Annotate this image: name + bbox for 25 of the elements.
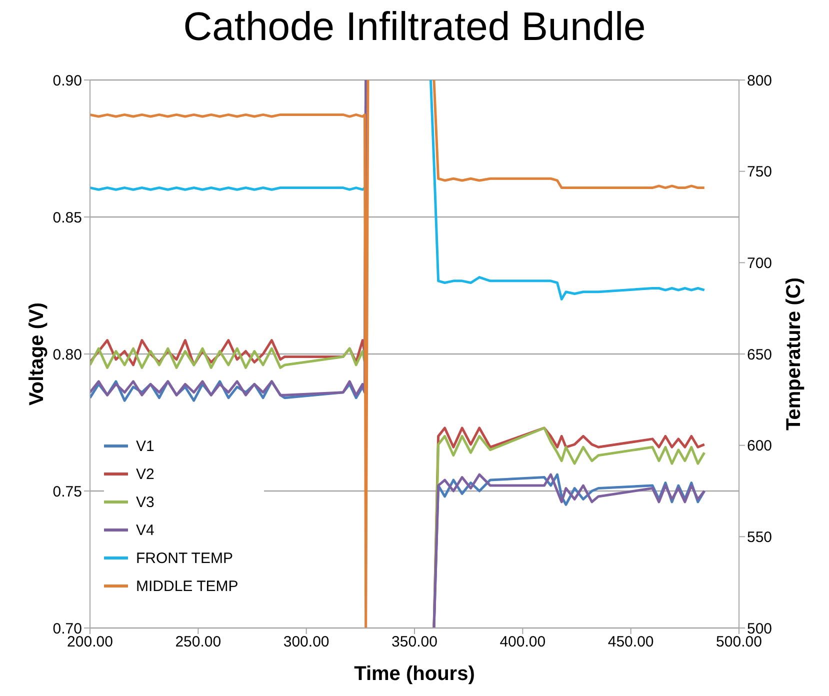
- y-tick-label: 0.80: [52, 346, 82, 364]
- y-axis-title: Voltage (V): [26, 302, 48, 406]
- x-tick-label: 400.00: [500, 634, 546, 651]
- x-axis-title: Time (hours): [354, 663, 475, 685]
- legend-label: V1: [136, 438, 154, 454]
- x-tick-label: 350.00: [392, 634, 438, 651]
- legend-label: V4: [136, 522, 154, 538]
- legend-label: MIDDLE TEMP: [136, 578, 238, 594]
- y-tick-label: 0.85: [52, 209, 82, 226]
- legend-label: V2: [136, 466, 154, 482]
- y2-tick-label: 750: [747, 164, 772, 181]
- y2-axis-title: Temperature (C): [783, 278, 806, 430]
- chart-title: Cathode Infiltrated Bundle: [182, 4, 647, 51]
- x-tick-label: 300.00: [283, 634, 330, 651]
- y2-tick-label: 800: [747, 72, 772, 90]
- x-tick-label: 450.00: [608, 634, 654, 651]
- legend-label: V3: [136, 494, 154, 510]
- y2-tick-label: 550: [747, 528, 772, 546]
- y-tick-label: 0.75: [52, 483, 82, 500]
- y2-tick-label: 650: [747, 346, 772, 364]
- y2-tick-label: 700: [747, 254, 772, 272]
- y-tick-label: 0.90: [52, 72, 82, 90]
- y2-tick-label: 600: [747, 438, 772, 455]
- x-tick-label: 250.00: [175, 634, 222, 651]
- legend-label: FRONT TEMP: [136, 550, 233, 566]
